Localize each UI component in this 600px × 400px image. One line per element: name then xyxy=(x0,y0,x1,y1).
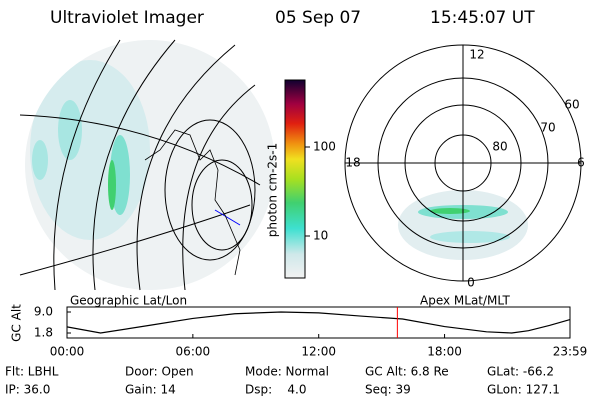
caption: Apex MLat/MLT xyxy=(420,294,510,308)
info-field: Flt: LBHL xyxy=(5,365,59,379)
info-field: Seq: 39 xyxy=(365,383,411,397)
title-date: 05 Sep 07 xyxy=(275,8,361,28)
info-field: GC Alt: 6.8 Re xyxy=(365,365,449,379)
y-tick-label: 9.0 xyxy=(34,305,53,319)
x-tick-label: 18:00 xyxy=(427,345,462,359)
info-field: GLat: -66.2 xyxy=(487,365,554,379)
altitude-frame xyxy=(66,306,571,339)
x-tick-label: 23:59 xyxy=(553,345,588,359)
title-time: 15:45:07 UT xyxy=(430,8,535,28)
info-field: Door: Open xyxy=(125,365,194,379)
info-panel: Flt: LBHL Door: Open Mode: Normal GC Alt: 6… xyxy=(5,365,560,397)
lat-label: 60 xyxy=(564,98,579,112)
x-tick-label: 06:00 xyxy=(176,345,211,359)
polar-grid xyxy=(344,44,582,282)
info-field: IP: 36.0 xyxy=(5,383,50,397)
altitude-line xyxy=(66,311,571,334)
x-tick-label: 00:00 xyxy=(50,345,85,359)
info-field: Dsp: 4.0 xyxy=(245,383,307,397)
title-instrument: Ultraviolet Imager xyxy=(50,8,204,28)
mlt-label: 0 xyxy=(467,276,475,290)
y-tick-label: 1.8 xyxy=(34,326,53,340)
colorbar xyxy=(284,79,306,279)
altitude-label: GC Alt xyxy=(10,304,24,342)
mlt-label: 18 xyxy=(345,156,360,170)
mlt-label: 6 xyxy=(577,156,585,170)
colorbar-tick: 100 xyxy=(313,140,336,154)
colorbar-tick: 10 xyxy=(313,229,328,243)
caption: Geographic Lat/Lon xyxy=(70,294,187,308)
info-field: Mode: Normal xyxy=(245,365,329,379)
geo-grid xyxy=(19,39,261,291)
lat-label: 70 xyxy=(540,121,555,135)
info-field: Gain: 14 xyxy=(125,383,176,397)
colorbar-label: photon cm-2s-1 xyxy=(266,143,280,238)
mlt-label: 12 xyxy=(469,48,484,62)
info-field: GLon: 127.1 xyxy=(487,383,560,397)
geo-image xyxy=(25,40,275,290)
lat-label: 80 xyxy=(492,140,507,154)
x-tick-label: 12:00 xyxy=(301,345,336,359)
